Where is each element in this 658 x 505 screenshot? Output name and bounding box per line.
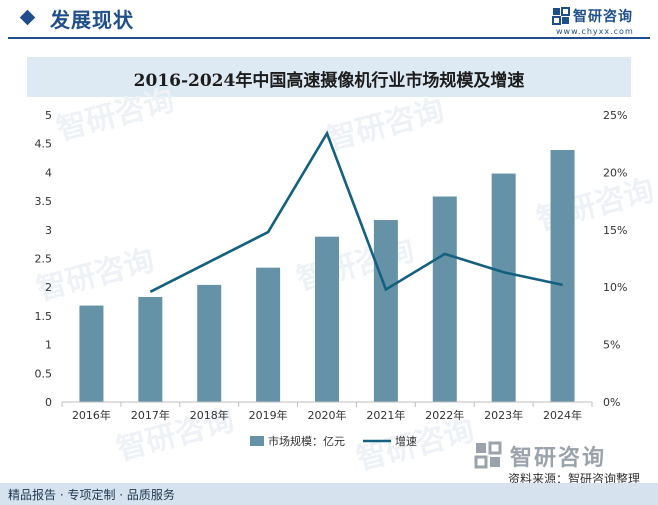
legend-label-line: 增速 bbox=[395, 434, 417, 448]
header-rule bbox=[8, 37, 650, 39]
x-tick-label: 2018年 bbox=[190, 408, 229, 422]
bar bbox=[138, 296, 163, 402]
bar bbox=[491, 173, 516, 402]
y-tick-label-right: 5% bbox=[603, 339, 620, 352]
y-tick-label-left: 0 bbox=[45, 396, 52, 409]
y-tick-label-left: 3 bbox=[45, 224, 52, 237]
y-tick-label-left: 1 bbox=[45, 339, 52, 352]
watermark-text: 智研咨询 bbox=[323, 93, 448, 158]
x-tick-label: 2016年 bbox=[72, 408, 111, 422]
y-tick-label-right: 10% bbox=[603, 281, 627, 294]
watermark-text: 智研咨询 bbox=[293, 233, 418, 298]
legend-label-bar: 市场规模：亿元 bbox=[268, 434, 345, 448]
x-tick-label: 2022年 bbox=[425, 408, 464, 422]
bar bbox=[550, 150, 575, 402]
header: 发展现状 智研咨询 www.chyxx.com bbox=[0, 0, 658, 40]
y-axis-right: 0% 5% 10% 15% 20% 25% bbox=[603, 109, 627, 409]
y-tick-label-right: 15% bbox=[603, 224, 627, 237]
x-tick-label: 2023年 bbox=[484, 408, 523, 422]
footer: 精品报告 · 专项定制 · 品质服务 bbox=[0, 483, 658, 505]
bar bbox=[432, 196, 457, 402]
x-axis: 2016年 2017年 2018年 2019年 2020年 2021年 2022年 2023年… bbox=[61, 401, 593, 422]
footer-text: 精品报告 · 专项定制 · 品质服务 bbox=[8, 488, 175, 502]
y-tick-label-left: 2 bbox=[45, 281, 52, 294]
y-tick-label-left: 5 bbox=[45, 109, 52, 122]
x-tick-label: 2024年 bbox=[543, 408, 582, 422]
y-tick-label-left: 1.5 bbox=[35, 310, 53, 323]
x-tick-label: 2017年 bbox=[131, 408, 170, 422]
bar bbox=[79, 305, 104, 402]
y-tick-label-left: 4 bbox=[45, 166, 52, 179]
bar bbox=[256, 267, 281, 402]
y-axis-left: 0 0.5 1 1.5 2 2.5 3 3.5 4 4.5 5 bbox=[35, 109, 53, 409]
y-tick-label-left: 0.5 bbox=[35, 367, 53, 380]
y-tick-label-left: 2.5 bbox=[35, 253, 53, 266]
legend-swatch-bar bbox=[250, 436, 264, 446]
brand-logo: 智研咨询 www.chyxx.com bbox=[552, 5, 648, 37]
brand-mark-icon bbox=[552, 7, 570, 25]
section-title: 发展现状 bbox=[50, 8, 134, 32]
bar bbox=[373, 220, 398, 402]
y-tick-label-right: 25% bbox=[603, 109, 627, 122]
source-logo-icon bbox=[474, 441, 502, 469]
y-tick-label-right: 0% bbox=[603, 396, 620, 409]
legend: 市场规模：亿元 增速 bbox=[250, 434, 417, 448]
y-tick-label-left: 4.5 bbox=[35, 138, 53, 151]
bar bbox=[197, 284, 222, 402]
y-tick-label-right: 20% bbox=[603, 166, 627, 179]
bar bbox=[315, 236, 339, 402]
source-logo-name: 智研咨询 bbox=[510, 446, 607, 471]
x-tick-label: 2020年 bbox=[308, 408, 347, 422]
chart-title-bar: 2016-2024年中国高速摄像机行业市场规模及增速 bbox=[27, 57, 631, 97]
brand-name: 智研咨询 bbox=[573, 9, 633, 25]
y-tick-label-left: 3.5 bbox=[35, 195, 53, 208]
chart-title: 2016-2024年中国高速摄像机行业市场规模及增速 bbox=[133, 71, 525, 91]
watermark-text: 智研咨询 bbox=[53, 83, 178, 148]
x-tick-label: 2021年 bbox=[366, 408, 405, 422]
bar-series bbox=[79, 150, 575, 402]
growth-line bbox=[149, 130, 563, 293]
x-tick-label: 2019年 bbox=[249, 408, 288, 422]
source-text: 资料来源：智研咨询整理 bbox=[508, 472, 641, 486]
line-series bbox=[149, 130, 563, 293]
brand-url: www.chyxx.com bbox=[556, 27, 634, 36]
